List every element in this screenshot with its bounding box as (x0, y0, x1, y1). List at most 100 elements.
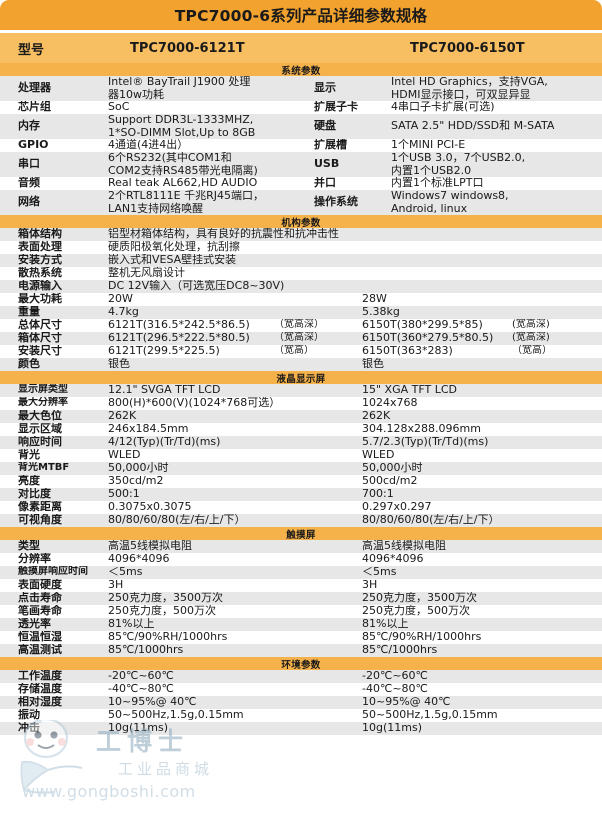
spec-value-a: 250克力度，500万次 (108, 605, 216, 618)
spec-row: 重量 4.7kg 5.38kg (0, 306, 602, 319)
spec-label: 像素距离 (18, 501, 62, 514)
spec-label: 高温测试 (18, 644, 62, 657)
spec-value-b: 4串口子卡扩展(可选) (391, 101, 495, 114)
spec-label-right: 显示 (314, 81, 336, 95)
spec-row: 冲击 10g(11ms) 10g(11ms) (0, 722, 602, 735)
spec-value-a: 4.7kg (108, 306, 139, 319)
spec-label: 可视角度 (18, 514, 62, 527)
spec-label: 振动 (18, 709, 40, 722)
spec-label-right: 并口 (314, 177, 336, 190)
spec-value-a: 4通道(4进4出） (108, 139, 189, 152)
spec-value-a: 4/12(Typ)(Tr/Td)(ms) (108, 436, 221, 449)
spec-label: 箱体尺寸 (18, 332, 62, 345)
spec-row: 芯片组 SoC 扩展子卡 4串口子卡扩展(可选) (0, 101, 602, 114)
spec-label-right: USB (314, 157, 340, 171)
spec-value-b: Windows7 windows8, Android, linux (391, 190, 509, 215)
spec-row: 表面硬度 3H 3H (0, 579, 602, 592)
spec-label: 相对湿度 (18, 696, 62, 709)
spec-value-a: 800(H)*600(V)(1024*768可选） (108, 397, 281, 410)
spec-label: 最大功耗 (18, 293, 62, 306)
spec-value-b: ＜5ms (362, 566, 397, 579)
spec-value-a: 50,000小时 (108, 462, 169, 475)
spec-row: 箱体尺寸 6121T(296.5*222.5*80.5) （宽高深） 6150T(36… (0, 332, 602, 345)
spec-value-b: 高温5线模拟电阻 (362, 540, 446, 553)
spec-value-a: 0.3075x0.3075 (108, 501, 192, 514)
model-b-value: TPC7000-6150T (410, 40, 525, 56)
spec-value-a: 10~95%@ 40℃ (108, 696, 197, 709)
spec-label: 透光率 (18, 618, 51, 631)
spec-value-b: 1024x768 (362, 397, 418, 410)
spec-label-right: 扩展子卡 (314, 101, 358, 114)
spec-value-a: 81%以上 (108, 618, 155, 631)
spec-value-b: 15" XGA TFT LCD (362, 384, 457, 397)
spec-row: 触摸屏响应时间 ＜5ms ＜5ms (0, 566, 602, 579)
spec-value-b: 50~500Hz,1.5g,0.15mm (362, 709, 498, 722)
spec-label-right: 扩展槽 (314, 139, 347, 152)
spec-label: 笔画寿命 (18, 605, 62, 618)
spec-note-a: （宽高深） (274, 319, 324, 331)
spec-row: 透光率 81%以上 81%以上 (0, 618, 602, 631)
spec-value-b: 250克力度，500万次 (362, 605, 470, 618)
spec-label: 点击寿命 (18, 592, 62, 605)
spec-note-b: (宽高深) (512, 332, 550, 344)
spec-label: 处理器 (18, 81, 51, 95)
spec-value-b: 10~95%@ 40℃ (362, 696, 451, 709)
spec-value-a: 250克力度，3500万次 (108, 592, 223, 605)
spec-label: 显示区域 (18, 423, 62, 436)
spec-value-b: 85℃/90%RH/1000hrs (362, 631, 482, 644)
spec-value-b: -40℃~80℃ (362, 683, 428, 696)
spec-value-a: 3H (108, 579, 124, 592)
spec-value-a: 50~500Hz,1.5g,0.15mm (108, 709, 244, 722)
spec-value-a: 高温5线模拟电阻 (108, 540, 192, 553)
spec-note-a: （宽高） (274, 345, 314, 357)
spec-row: 显示屏类型 12.1" SVGA TFT LCD 15" XGA TFT LCD (0, 384, 602, 397)
spec-row: 亮度 350cd/m2 500cd/m2 (0, 475, 602, 488)
spec-value-b: 10g(11ms) (362, 722, 423, 735)
spec-note-b: (宽高深) (512, 319, 550, 331)
spec-value-b: 262K (362, 410, 391, 423)
spec-row: 分辨率 4096*4096 4096*4096 (0, 553, 602, 566)
spec-label-right: 硬盘 (314, 119, 336, 133)
spec-note-b: （宽高） (512, 345, 552, 357)
spec-row: 振动 50~500Hz,1.5g,0.15mm 50~500Hz,1.5g,0.15… (0, 709, 602, 722)
spec-row: 安装方式 嵌入式和VESA壁挂式安装 (0, 254, 602, 267)
spec-row: 网络 2个RTL8111E 千兆RJ45端口， LAN1支持网络唤醒 操作系统 Win… (0, 190, 602, 215)
spec-row: 高温测试 85℃/1000hrs 85℃/1000hrs (0, 644, 602, 657)
spec-label: 表面处理 (18, 241, 62, 254)
spec-value-a: 20W (108, 293, 133, 306)
spec-label: 恒温恒湿 (18, 631, 62, 644)
spec-value-b: 3H (362, 579, 378, 592)
spec-row: 音频 Real teak AL662,HD AUDIO 并口 内置1个标准LPT口 (0, 177, 602, 190)
spec-row: 可视角度 80/80/60/80(左/右/上/下） 80/80/60/80(左/右/… (0, 514, 602, 527)
spec-value-a: 12.1" SVGA TFT LCD (108, 384, 221, 397)
spec-row: 串口 6个RS232(其中COM1和 COM2支持RS485带光电隔离) USB 1个… (0, 152, 602, 177)
section-header: 液晶显示屏 (0, 371, 602, 385)
spec-value-a: 85℃/1000hrs (108, 644, 184, 657)
spec-row: 颜色 银色 银色 (0, 358, 602, 371)
spec-value-b: 1个USB 3.0，7个USB2.0, 内置1个USB2.0 (391, 152, 526, 177)
spec-label: 工作温度 (18, 670, 62, 683)
section-header: 系统参数 (0, 63, 602, 77)
spec-label: GPIO (18, 139, 49, 152)
spec-value-a: 246x184.5mm (108, 423, 189, 436)
spec-row: 总体尺寸 6121T(316.5*242.5*86.5) （宽高深） 6150T(38… (0, 319, 602, 332)
spec-label: 对比度 (18, 488, 51, 501)
spec-row: 处理器 Intel® BayTrail J1900 处理 器10w功耗 显示 Inte… (0, 76, 602, 101)
spec-value-a: 6121T(316.5*242.5*86.5) (108, 319, 250, 332)
spec-value-a: 85℃/90%RH/1000hrs (108, 631, 228, 644)
spec-value-b: 6150T(380*299.5*85) (362, 319, 483, 332)
spec-label-right: 操作系统 (314, 195, 358, 209)
spec-value-b: 250克力度，3500万次 (362, 592, 477, 605)
spec-label: 安装尺寸 (18, 345, 62, 358)
spec-row: 像素距离 0.3075x0.3075 0.297x0.297 (0, 501, 602, 514)
spec-value-span: 嵌入式和VESA壁挂式安装 (108, 254, 237, 267)
spec-value-b: 5.38kg (362, 306, 400, 319)
spec-value-b: 内置1个标准LPT口 (391, 177, 484, 190)
spec-value-a: Support DDR3L-1333MHZ, 1*SO-DIMM Slot,Up… (108, 114, 256, 139)
spec-label: 最大色位 (18, 410, 62, 423)
spec-label: 存储温度 (18, 683, 62, 696)
spec-label: 串口 (18, 157, 40, 171)
spec-label: 触摸屏响应时间 (18, 566, 88, 578)
spec-label: 亮度 (18, 475, 40, 488)
spec-value-a: -20℃~60℃ (108, 670, 174, 683)
